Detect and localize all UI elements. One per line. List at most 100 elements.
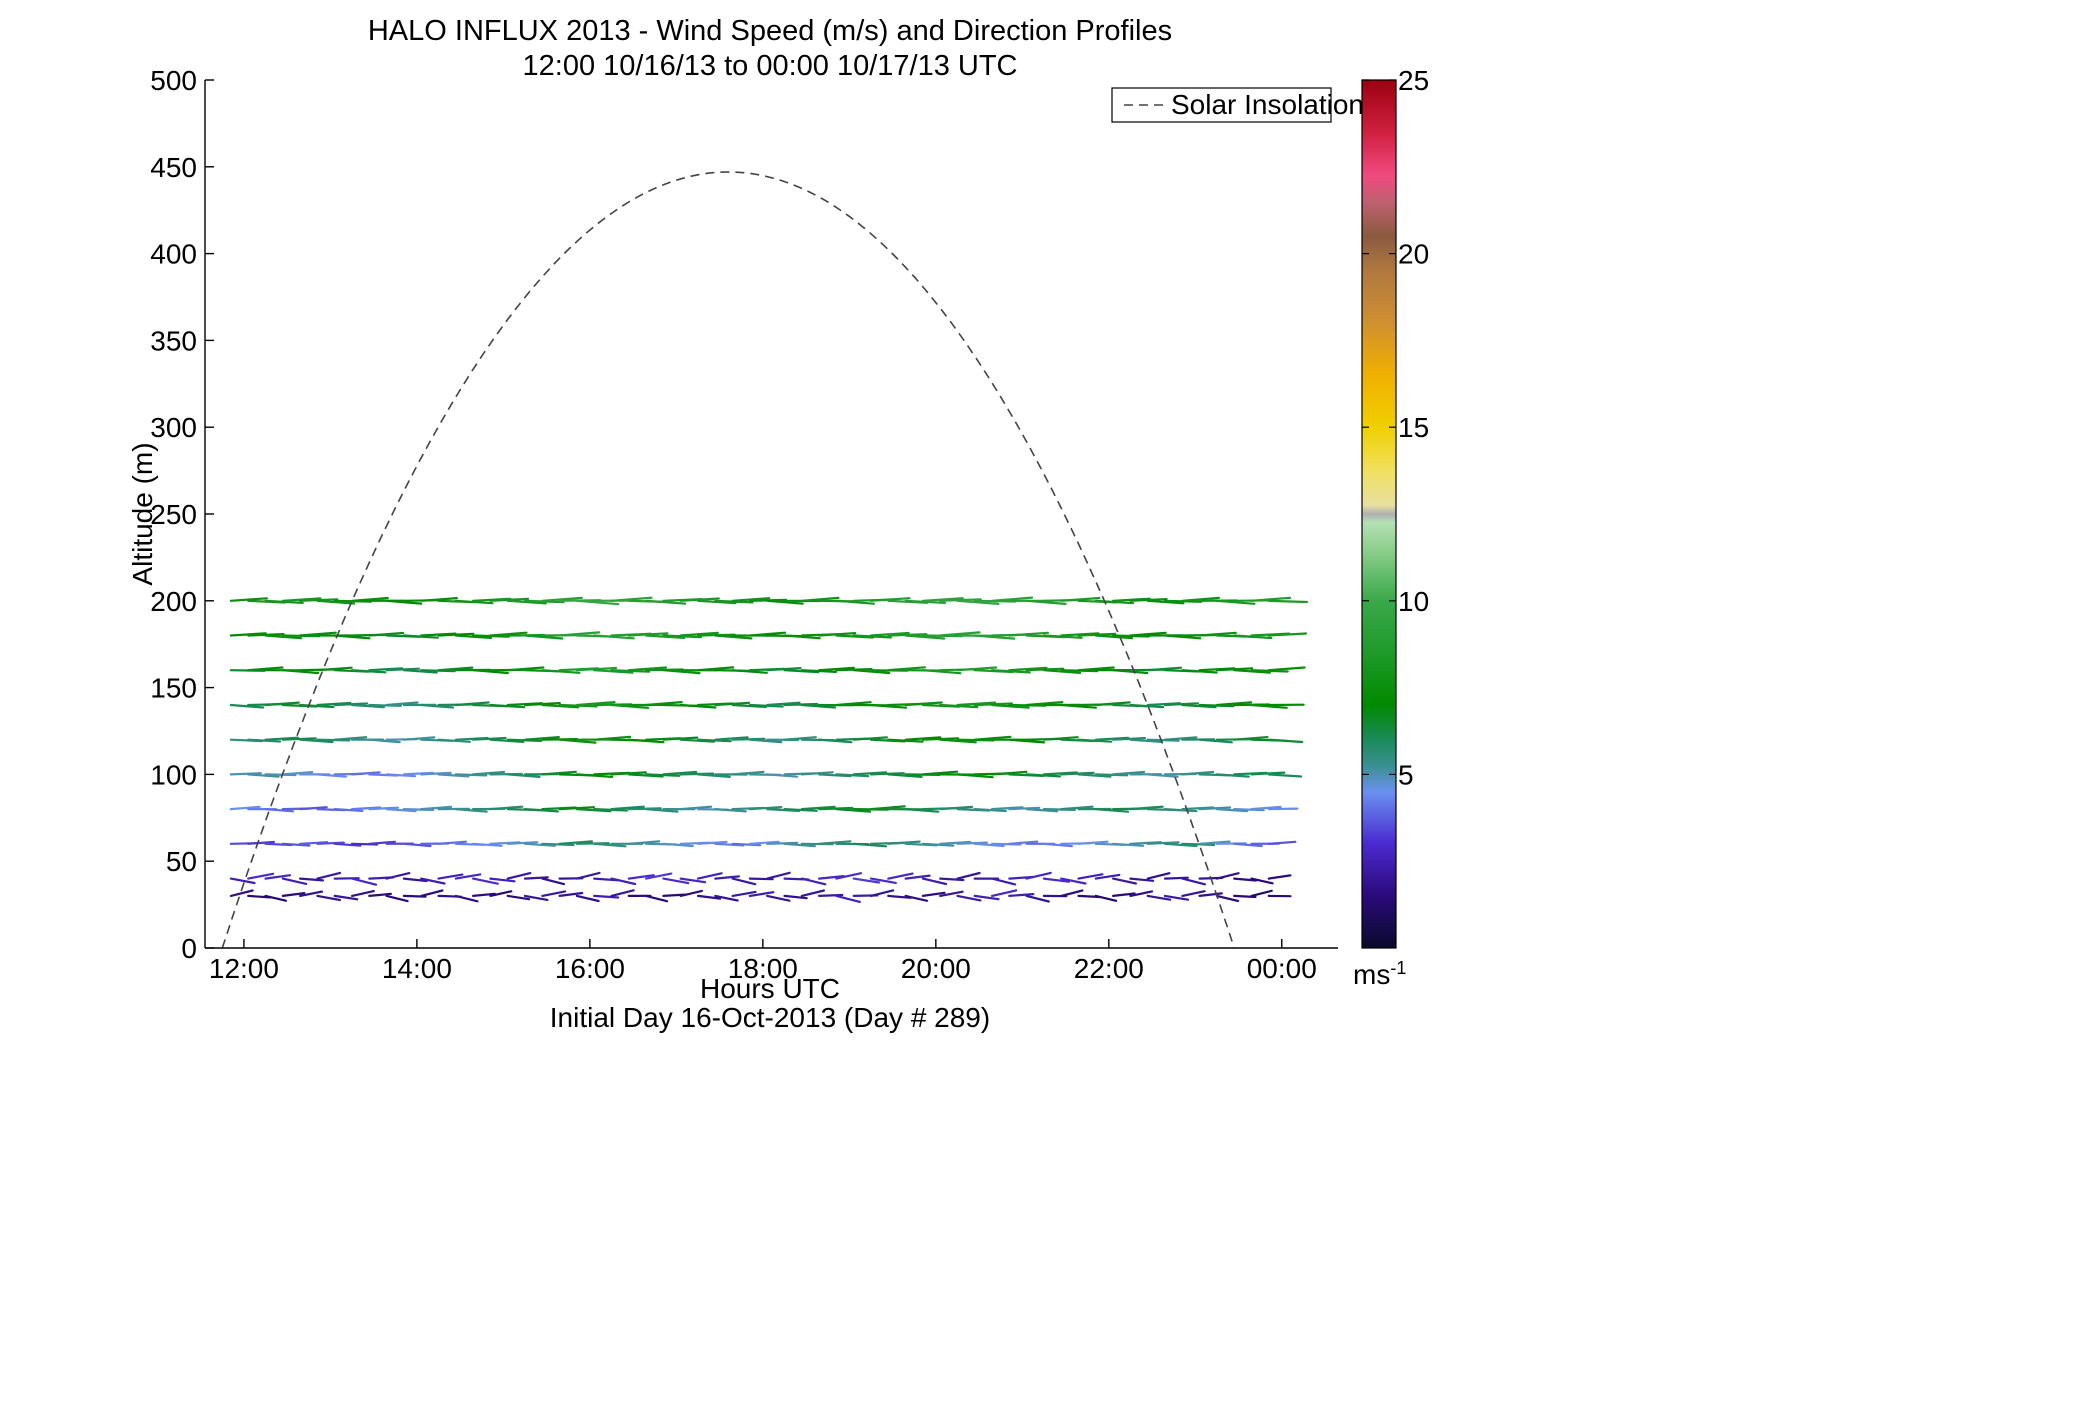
wind-vector xyxy=(247,773,280,778)
wind-vector xyxy=(350,596,389,602)
wind-vector xyxy=(472,736,507,741)
wind-vector xyxy=(1163,876,1189,880)
x-tick-label: 22:00 xyxy=(1074,953,1144,984)
wind-vector xyxy=(887,773,923,779)
wind-vector xyxy=(714,894,739,902)
wind-vector xyxy=(385,773,417,778)
wind-vector xyxy=(333,894,359,901)
wind-vector xyxy=(714,634,753,640)
wind-vector xyxy=(869,597,911,602)
wind-vector xyxy=(541,890,567,898)
wind-vector xyxy=(1163,634,1202,640)
wind-vector xyxy=(679,889,704,898)
wind-vector xyxy=(817,893,844,898)
wind-vector xyxy=(904,634,946,640)
wind-vector xyxy=(541,596,583,602)
wind-vector xyxy=(662,736,699,741)
wind-vector xyxy=(1111,736,1147,741)
wind-vector xyxy=(1042,842,1074,848)
wind-vector xyxy=(368,738,401,744)
wind-vector xyxy=(973,807,1007,813)
wind-vector xyxy=(800,877,827,886)
wind-vector xyxy=(541,842,575,847)
wind-vector xyxy=(437,666,474,672)
wind-vector xyxy=(696,840,728,845)
wind-vector xyxy=(1163,702,1200,707)
wind-vector xyxy=(575,599,620,606)
wind-vector xyxy=(766,599,804,605)
wind-vector xyxy=(939,631,981,637)
wind-vector xyxy=(1267,738,1304,744)
wind-vector xyxy=(766,773,799,778)
wind-vector xyxy=(783,634,821,640)
wind-vector xyxy=(1233,634,1273,640)
wind-vector xyxy=(1094,634,1134,640)
wind-vector xyxy=(523,894,549,902)
wind-vector xyxy=(402,877,428,883)
wind-vector xyxy=(385,807,417,813)
wind-vector xyxy=(1181,596,1221,602)
wind-vector xyxy=(869,805,906,811)
x-axis: 12:00 14:00 16:00 18:00 20:00 22:00 00:00 xyxy=(209,939,1317,984)
wind-vector xyxy=(1025,871,1052,880)
wind-vector xyxy=(679,877,707,884)
wind-vector xyxy=(575,666,618,672)
wind-vector xyxy=(610,596,653,602)
wind-vector xyxy=(1250,703,1288,709)
wind-vector xyxy=(316,894,341,902)
wind-vector xyxy=(1060,703,1098,709)
wind-vector xyxy=(333,736,368,741)
wind-vector xyxy=(800,596,840,602)
y-tick-label: 150 xyxy=(150,673,197,704)
wind-vector xyxy=(1111,770,1146,776)
wind-vector xyxy=(1025,599,1067,606)
wind-vector xyxy=(575,871,601,880)
colorbar-tick-label: 25 xyxy=(1398,65,1429,96)
wind-vector xyxy=(1163,736,1198,741)
wind-vector xyxy=(1077,873,1104,880)
wind-vector xyxy=(472,877,499,885)
wind-vector xyxy=(558,891,584,898)
wind-vector xyxy=(835,701,872,707)
wind-vector xyxy=(368,631,405,637)
wind-vector xyxy=(644,634,686,640)
wind-vector xyxy=(264,894,287,902)
wind-vector xyxy=(956,871,981,880)
plot-area xyxy=(205,80,1338,948)
wind-vector xyxy=(990,889,1018,898)
wind-vector xyxy=(1094,807,1130,813)
wind-vector xyxy=(939,738,977,744)
wind-vector xyxy=(229,597,268,602)
wind-vector xyxy=(939,805,974,811)
y-tick-label: 400 xyxy=(150,239,197,270)
wind-vector xyxy=(627,773,664,778)
wind-vector xyxy=(1111,892,1136,898)
wind-vector xyxy=(575,700,616,707)
wind-vector xyxy=(489,805,524,811)
wind-vector xyxy=(956,701,997,707)
wind-vector xyxy=(299,877,324,882)
wind-vector xyxy=(472,842,503,847)
wind-vector xyxy=(1267,666,1306,672)
wind-vector xyxy=(593,894,620,899)
wind-vector xyxy=(1042,771,1078,776)
colorbar-unit: ms-1 xyxy=(1353,958,1406,990)
wind-vector xyxy=(1215,894,1240,903)
wind-vector xyxy=(1042,736,1079,741)
wind-vector xyxy=(731,703,768,709)
wind-vector xyxy=(800,771,834,776)
wind-vector xyxy=(783,736,817,741)
y-tick-label: 250 xyxy=(150,499,197,530)
wind-vector xyxy=(990,770,1028,776)
wind-vector xyxy=(593,807,629,812)
wind-vector xyxy=(1060,805,1094,811)
wind-vector xyxy=(1146,599,1185,605)
wind-vector xyxy=(1094,873,1121,880)
wind-vector xyxy=(1198,892,1223,898)
wind-vector xyxy=(264,701,300,707)
wind-vector xyxy=(1129,738,1163,744)
wind-vector xyxy=(766,666,802,672)
wind-vector xyxy=(1111,669,1149,675)
wind-vector xyxy=(800,703,837,709)
wind-vector xyxy=(835,773,870,778)
